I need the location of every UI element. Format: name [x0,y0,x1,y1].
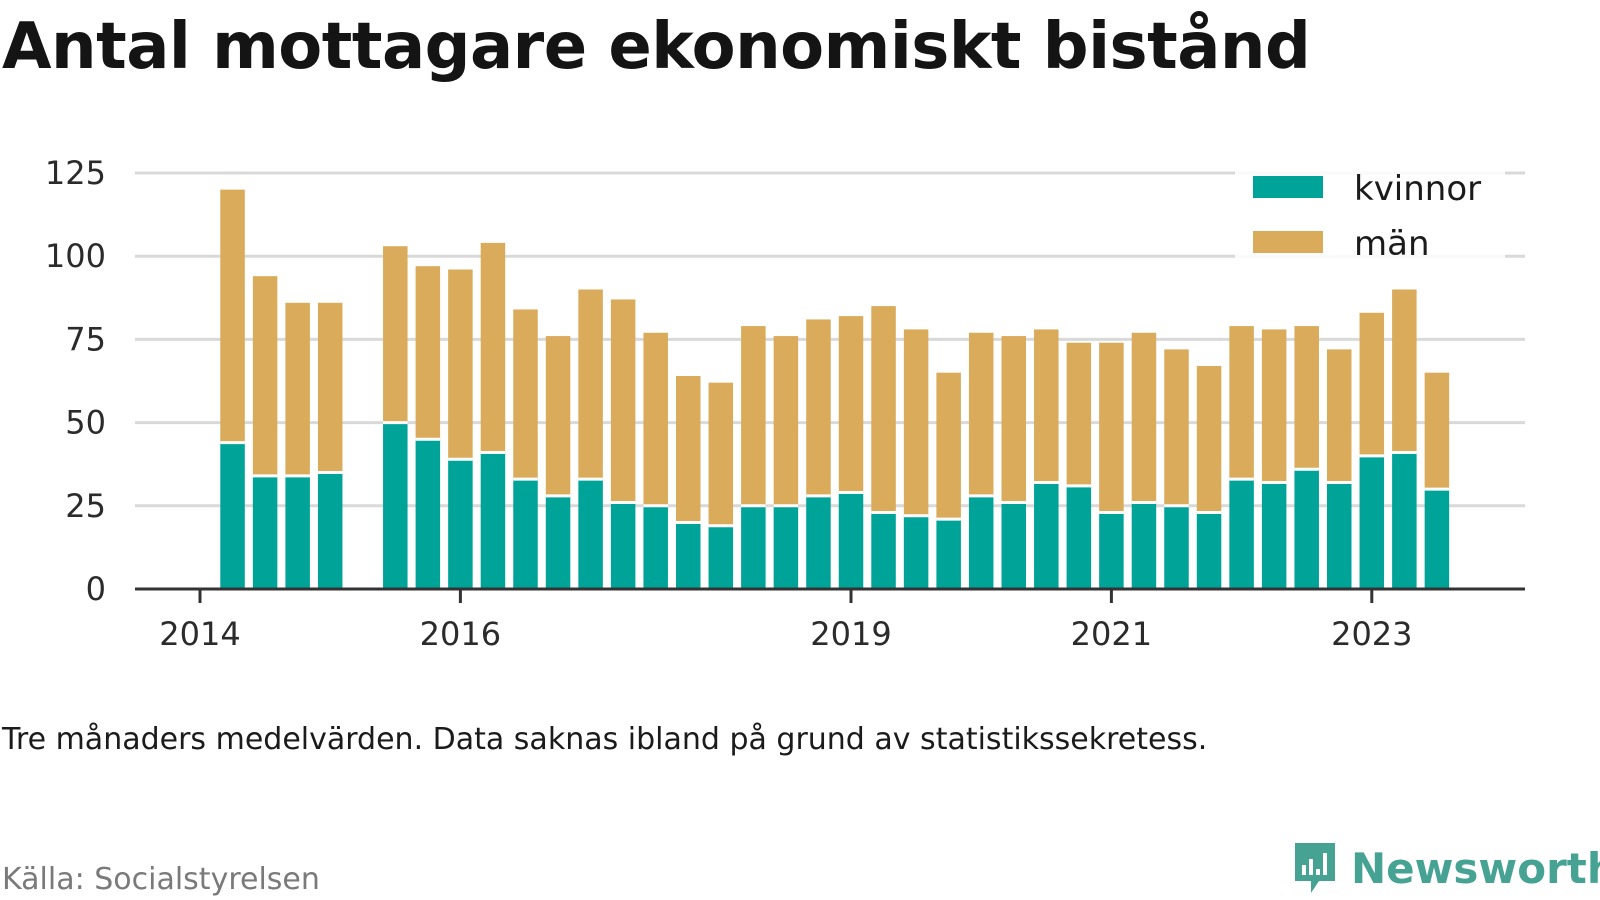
bar-man [1196,366,1222,513]
x-tick-label: 2019 [810,615,891,653]
y-tick-label: 125 [45,154,106,192]
bar-man [871,306,896,513]
bar-man [741,326,766,506]
bar-man [903,329,929,516]
bar-kvinnor [838,492,864,589]
bar-kvinnor [1359,455,1385,589]
bar-man [1327,349,1352,483]
bar-kvinnor [1327,482,1352,589]
bar-man [285,302,310,476]
newsworthy-logo-icon [1295,843,1335,893]
bar-kvinnor [741,505,766,589]
bar-kvinnor [968,495,994,589]
bar-man [838,316,864,493]
bar-kvinnor [480,452,506,589]
bar-kvinnor [1131,502,1157,589]
bar-man [578,289,603,480]
bar-kvinnor [415,439,441,589]
bar-man [1164,349,1189,506]
bar-kvinnor [448,459,473,589]
legend: kvinnor män [1235,160,1505,272]
bar-man [643,332,668,506]
bar-man [317,302,343,473]
bar-man [806,319,831,496]
bar-man [383,246,408,423]
bar-kvinnor [578,479,603,589]
bar-kvinnor [610,502,636,589]
y-tick-label: 0 [86,570,106,608]
bar-man [1294,326,1319,470]
bar-kvinnor [285,475,310,589]
chart-note: Tre månaders medelvärden. Data saknas ib… [2,722,1208,757]
legend-swatch-man [1253,231,1323,253]
bar-kvinnor [936,519,961,589]
bar-kvinnor [806,495,831,589]
bar-kvinnor [903,515,929,589]
source-label: Källa: Socialstyrelsen [2,862,320,897]
bar-kvinnor [1294,469,1319,589]
bar-man [610,299,636,503]
bar-kvinnor [1034,482,1059,589]
x-tick-label: 2016 [420,615,501,653]
bar-kvinnor [1099,512,1124,589]
bar-kvinnor [383,422,408,589]
bar-man [1229,326,1254,480]
bar-man [252,276,278,476]
bar-man [1424,372,1450,490]
legend-label: kvinnor [1354,169,1481,209]
bar-man [480,242,506,453]
bar-man [936,372,961,520]
x-tick-label: 2014 [159,615,240,653]
bar-kvinnor [252,475,278,589]
bar-kvinnor [708,525,734,589]
bar-kvinnor [1229,479,1254,589]
bar-man [1066,342,1092,486]
bar-kvinnor [1392,452,1417,589]
y-tick-label: 50 [65,404,106,442]
x-tick-label: 2023 [1331,615,1412,653]
bar-kvinnor [773,505,799,589]
bar-kvinnor [513,479,538,589]
bar-man [1131,332,1157,503]
axes: 0 25 50 75 100 125 2014 2016 2019 2021 2023 [45,154,1525,653]
bar-man [220,189,245,443]
bar-man [968,332,994,496]
bar-kvinnor [1164,505,1189,589]
bar-man [448,269,473,460]
bar-kvinnor [220,442,245,589]
chart-title: Antal mottagare ekonomiskt bistånd [2,10,1311,84]
bar-kvinnor [317,472,343,589]
bar-kvinnor [545,495,571,589]
brand-name: Newsworthy [1351,843,1600,893]
legend-swatch-kvinnor [1253,176,1323,198]
brand-logo[interactable]: Newsworthy [1293,840,1600,896]
bar-man [676,376,701,523]
y-tick-label: 100 [45,237,106,275]
bar-kvinnor [643,505,668,589]
bars [220,189,1450,589]
bar-man [1359,312,1385,456]
bar-man [1392,289,1417,453]
bar-man [1261,329,1287,483]
legend-label: män [1354,224,1430,264]
bar-man [708,382,734,526]
bar-man [415,266,441,440]
bar-kvinnor [1001,502,1026,589]
bar-kvinnor [1066,485,1092,589]
bar-man [1099,342,1124,513]
bar-man [513,309,538,480]
y-tick-label: 75 [65,320,106,358]
x-tick-label: 2021 [1071,615,1152,653]
bar-kvinnor [1261,482,1287,589]
bar-man [1034,329,1059,483]
bar-kvinnor [1196,512,1222,589]
bar-kvinnor [676,522,701,589]
bar-man [773,336,799,506]
bar-man [545,336,571,496]
bar-kvinnor [1424,489,1450,589]
y-tick-label: 25 [65,487,106,525]
bar-kvinnor [871,512,896,589]
bar-man [1001,336,1026,503]
